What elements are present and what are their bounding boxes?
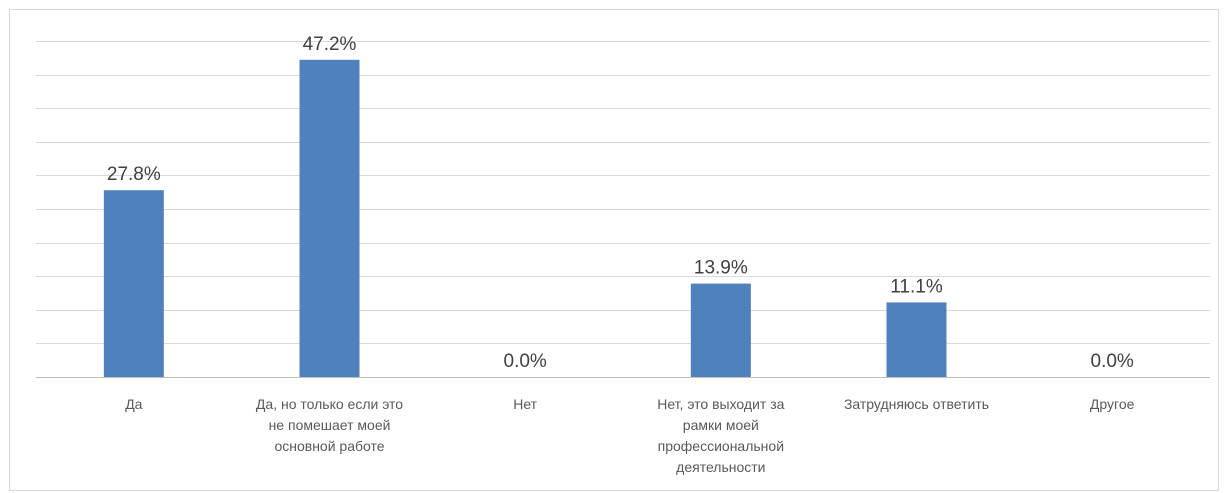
chart-frame — [9, 9, 1219, 491]
data-label-3: 13.9% — [694, 258, 748, 279]
category-label-0: Да — [125, 396, 142, 412]
gridlines — [36, 41, 1210, 378]
bars — [103, 59, 947, 377]
category-label-0-line-0: Да — [125, 396, 142, 412]
category-label-3: Нет, это выходит за рамки моей профессиона… — [657, 396, 784, 475]
category-label-2-line-0: Нет — [513, 396, 537, 412]
data-label-1: 47.2% — [303, 34, 357, 55]
data-labels: 27.8% 47.2% 0.0% 13.9% 11.1% 0.0% — [107, 34, 1134, 372]
category-labels: Да Да, но только если это не помешает моей… — [125, 396, 1134, 475]
data-label-4: 11.1% — [890, 276, 943, 297]
bar-3 — [690, 283, 751, 377]
bar-4 — [886, 302, 947, 377]
bar-0 — [103, 190, 164, 377]
category-label-1: Да, но только если это не помешает моей ос… — [256, 396, 403, 454]
category-label-3-line-1: рамки моей — [683, 417, 759, 433]
category-label-3-line-0: Нет, это выходит за — [657, 396, 784, 412]
category-label-1-line-2: основной работе — [274, 438, 384, 454]
category-label-2: Нет — [513, 396, 537, 412]
category-label-3-line-3: деятельности — [676, 459, 765, 475]
data-label-0: 27.8% — [107, 164, 161, 185]
data-label-5: 0.0% — [1091, 351, 1134, 372]
category-label-1-line-1: не помешает моей — [269, 417, 391, 433]
category-label-5: Другое — [1090, 396, 1135, 412]
category-label-4-line-0: Затрудняюсь ответить — [844, 396, 989, 412]
category-label-3-line-2: профессиональной — [658, 438, 784, 454]
data-label-2: 0.0% — [504, 351, 547, 372]
bar-1 — [299, 59, 360, 377]
category-label-5-line-0: Другое — [1090, 396, 1135, 412]
category-label-4: Затрудняюсь ответить — [844, 396, 989, 412]
category-label-1-line-0: Да, но только если это — [256, 396, 403, 412]
